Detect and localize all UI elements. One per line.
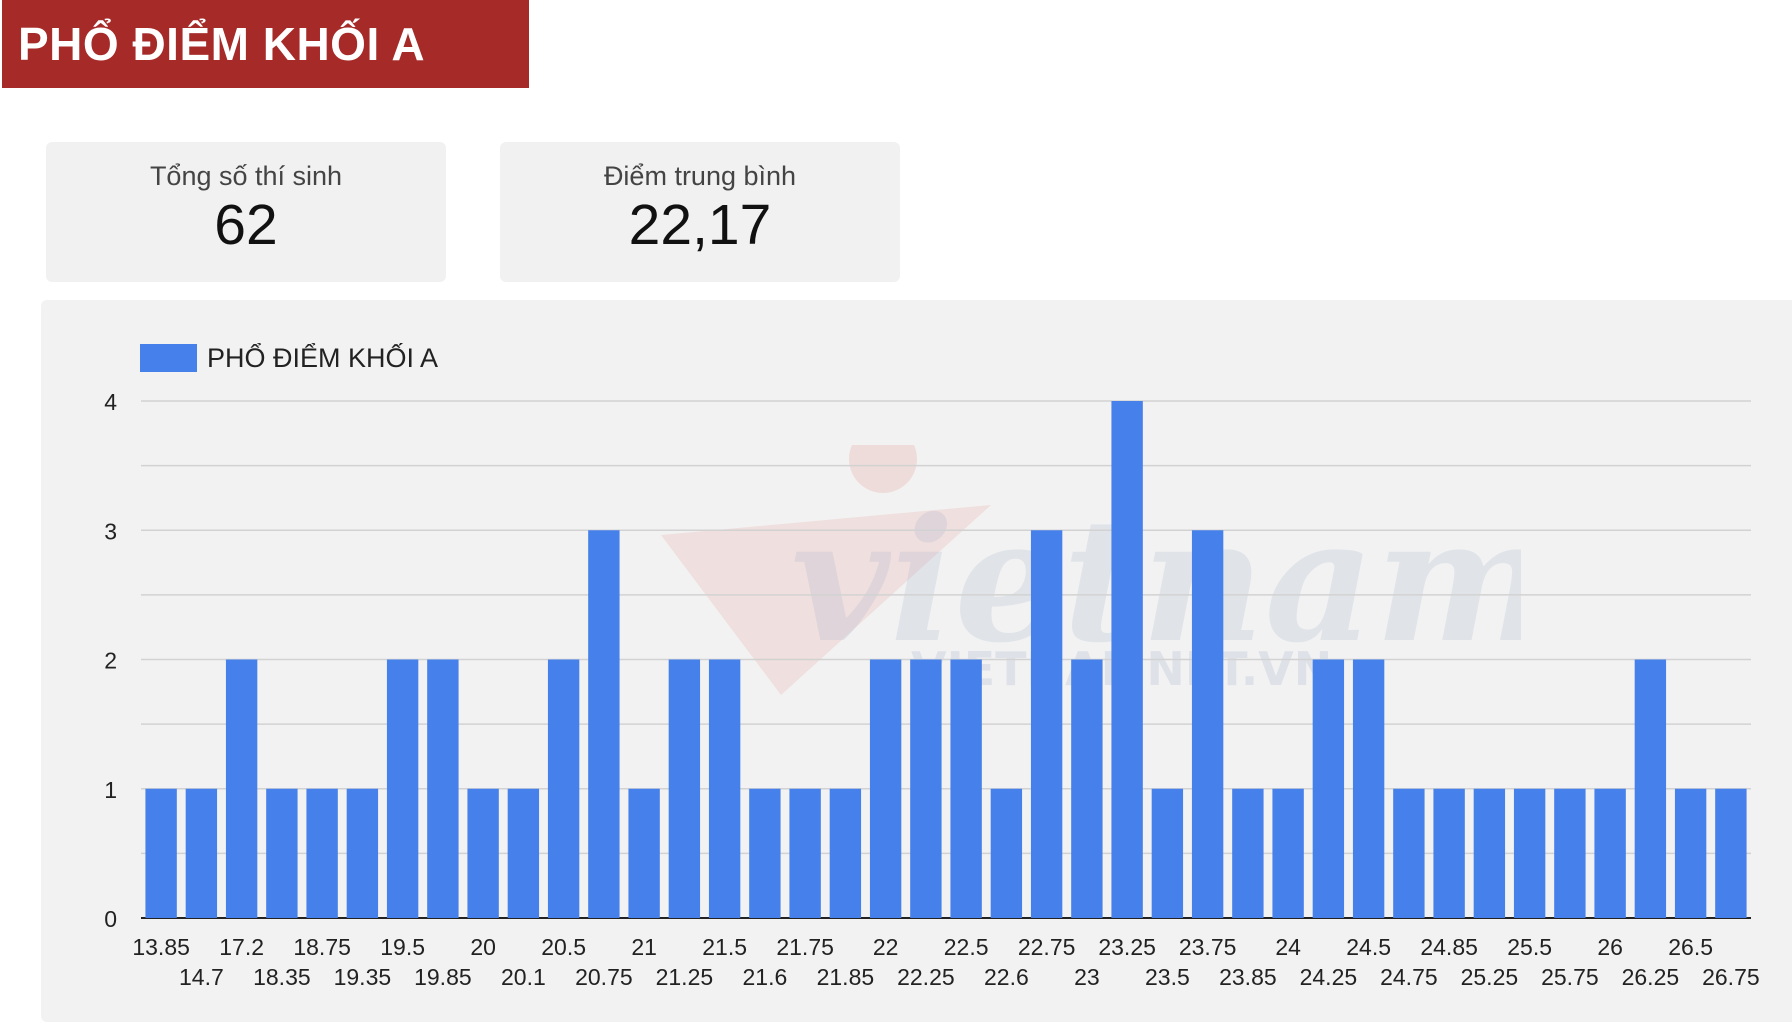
bar: [628, 788, 660, 918]
total-candidates-card: Tổng số thí sinh 62: [46, 142, 446, 282]
x-tick-label: 23.25: [1098, 934, 1156, 960]
x-tick-label: 20.75: [575, 964, 633, 990]
bar: [749, 788, 781, 918]
x-tick-label: 21.5: [702, 934, 747, 960]
x-tick-label: 20.5: [541, 934, 586, 960]
bar: [910, 659, 942, 918]
x-tick-label: 19.85: [414, 964, 472, 990]
x-tick-label: 23.5: [1145, 964, 1190, 990]
bar: [829, 788, 862, 918]
bar: [1433, 788, 1465, 918]
x-tick-label: 22: [873, 934, 899, 960]
bar: [588, 530, 620, 918]
total-candidates-value: 62: [214, 193, 278, 257]
bar: [1312, 659, 1345, 918]
bar: [1715, 788, 1747, 918]
average-score-card: Điểm trung bình 22,17: [500, 142, 900, 282]
x-tick-label: 21.75: [776, 934, 834, 960]
average-score-label: Điểm trung bình: [603, 161, 797, 191]
bar: [346, 788, 379, 918]
bar: [185, 788, 218, 918]
x-tick-label: 20.1: [501, 964, 546, 990]
x-tick-label: 25.25: [1461, 964, 1519, 990]
bar: [1191, 530, 1224, 918]
bar: [266, 788, 298, 918]
x-tick-label: 21.85: [817, 964, 875, 990]
bar: [1594, 788, 1626, 918]
bar: [1111, 401, 1143, 918]
average-score-value: 22,17: [628, 193, 772, 257]
x-tick-label: 26.75: [1702, 964, 1760, 990]
bar: [950, 659, 982, 918]
x-tick-label: 19.5: [380, 934, 425, 960]
bar: [869, 659, 902, 918]
bar: [507, 788, 540, 918]
x-tick-label: 24.25: [1300, 964, 1358, 990]
bar: [990, 788, 1023, 918]
y-tick-label: 4: [104, 389, 117, 415]
x-tick-label: 24.85: [1420, 934, 1478, 960]
x-tick-label: 24.5: [1346, 934, 1391, 960]
x-tick-label: 22.6: [984, 964, 1029, 990]
legend-swatch: [140, 344, 197, 372]
x-tick-label: 25.75: [1541, 964, 1599, 990]
bar: [225, 659, 258, 918]
x-tick-label: 13.85: [132, 934, 190, 960]
bar: [547, 659, 580, 918]
bar: [789, 788, 821, 918]
y-tick-label: 3: [104, 518, 117, 544]
x-tick-label: 22.75: [1018, 934, 1076, 960]
x-tick-label: 21.25: [656, 964, 714, 990]
x-tick-label: 24: [1275, 934, 1301, 960]
x-tick-label: 17.2: [219, 934, 264, 960]
bar: [1151, 788, 1184, 918]
bar: [1071, 659, 1103, 918]
bar: [306, 788, 338, 918]
x-tick-label: 19.35: [334, 964, 392, 990]
x-tick-label: 25.5: [1507, 934, 1552, 960]
x-tick-label: 23.75: [1179, 934, 1237, 960]
x-tick-label: 22.5: [944, 934, 989, 960]
bar: [708, 659, 741, 918]
bar: [1554, 788, 1586, 918]
x-tick-label: 24.75: [1380, 964, 1438, 990]
page-title: PHỔ ĐIỂM KHỐI A: [2, 0, 529, 88]
x-tick-label: 26.5: [1668, 934, 1713, 960]
bar-chart: 0123413.8514.717.218.3518.7519.3519.519.…: [104, 389, 1760, 990]
bar: [1352, 659, 1385, 918]
chart-panel: vietnam net VIETNAMNET.VN 0123413.8514.7…: [41, 300, 1792, 1022]
bar: [467, 788, 499, 918]
x-tick-label: 23: [1074, 964, 1100, 990]
bar: [145, 788, 177, 918]
y-tick-label: 2: [104, 648, 117, 674]
bar: [1473, 788, 1506, 918]
y-tick-label: 0: [104, 906, 117, 932]
legend-label: PHỔ ĐIỂM KHỐI A: [207, 343, 439, 373]
x-tick-label: 26: [1597, 934, 1623, 960]
bar: [1393, 788, 1425, 918]
x-tick-label: 23.85: [1219, 964, 1277, 990]
x-tick-label: 18.75: [293, 934, 351, 960]
x-tick-label: 26.25: [1622, 964, 1680, 990]
x-tick-label: 14.7: [179, 964, 224, 990]
total-candidates-label: Tổng số thí sinh: [149, 161, 343, 191]
x-tick-label: 21: [631, 934, 657, 960]
bar: [1634, 659, 1667, 918]
x-tick-label: 18.35: [253, 964, 311, 990]
x-tick-label: 21.6: [742, 964, 787, 990]
x-tick-label: 20: [470, 934, 496, 960]
bar: [427, 659, 459, 918]
x-tick-label: 22.25: [897, 964, 955, 990]
y-tick-label: 1: [104, 777, 117, 803]
bar: [1232, 788, 1264, 918]
bar: [1674, 788, 1707, 918]
bar: [1272, 788, 1304, 918]
bar: [1513, 788, 1546, 918]
bar: [1030, 530, 1063, 918]
bar: [386, 659, 419, 918]
bar: [668, 659, 701, 918]
